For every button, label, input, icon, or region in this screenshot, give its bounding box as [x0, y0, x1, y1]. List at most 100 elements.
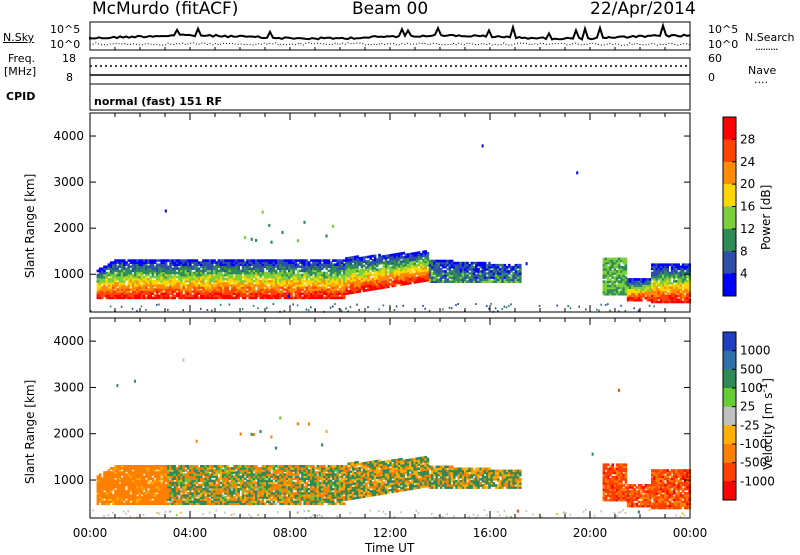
scatter-cell [383, 304, 385, 306]
scatter-cell [495, 307, 497, 309]
scatter-cell [297, 239, 299, 242]
scatter-cell [598, 310, 600, 312]
scatter-cell [396, 305, 398, 307]
scatter-cell [178, 499, 180, 502]
scatter-cell [255, 239, 257, 242]
nsearch-line [90, 43, 690, 45]
scatter-cell [165, 511, 167, 513]
scatter-cell [141, 305, 143, 307]
scatter-cell [625, 258, 628, 261]
scatter-cell [257, 307, 259, 309]
scatter-cell [215, 509, 217, 511]
scatter-cell [350, 306, 352, 308]
scatter-cell [242, 308, 244, 310]
scatter-cell [449, 307, 451, 309]
scatter-cell [490, 303, 492, 305]
scatter-cell [231, 514, 233, 516]
scatter-cell [207, 309, 209, 311]
y-tick-label: 2000 [53, 221, 84, 235]
scatter-cell [429, 310, 431, 312]
scatter-cell [306, 308, 308, 310]
scatter-cell [367, 306, 369, 308]
scatter-cell [442, 308, 444, 310]
scatter-cell [596, 309, 598, 311]
scatter-cell [112, 512, 114, 514]
scatter-cell [330, 307, 332, 309]
scatter-cell [220, 304, 222, 306]
scatter-cell [356, 304, 358, 306]
scatter-cell [633, 307, 635, 309]
cpid-panel-frame [90, 84, 690, 110]
scatter-cell [132, 308, 134, 310]
scatter-cell [394, 309, 396, 311]
scatter-cell [134, 380, 136, 383]
scatter-cell [325, 235, 327, 238]
scatter-cell [125, 513, 127, 515]
scatter-cell [103, 515, 105, 517]
scatter-cell [266, 307, 268, 309]
scatter-cell [196, 440, 198, 443]
scatter-cell [607, 303, 609, 305]
scatter-cell [156, 304, 158, 306]
scatter-cell [211, 309, 213, 311]
scatter-cell [332, 306, 334, 308]
scatter-cell [108, 514, 110, 516]
scatter-cell [202, 513, 204, 515]
scatter-cell [268, 224, 270, 227]
scatter-cell [427, 252, 430, 255]
scatter-cell [332, 225, 334, 228]
scatter-cell [116, 384, 118, 387]
scatter-cell [600, 304, 602, 306]
scatter-cell [358, 309, 360, 311]
scatter-cell [253, 305, 255, 307]
scatter-cell [303, 221, 305, 224]
scatter-cell [609, 310, 611, 312]
scatter-cell [224, 512, 226, 514]
scatter-cell [457, 303, 459, 305]
scatter-cell [649, 305, 651, 307]
scatter-cell [121, 306, 123, 308]
scatter-cell [110, 306, 112, 308]
scatter-cell [539, 305, 541, 307]
scatter-cell [455, 304, 457, 306]
scatter-cell [519, 264, 522, 267]
scatter-cell [345, 308, 347, 310]
scatter-cell [374, 255, 377, 258]
scatter-cell [526, 262, 528, 265]
scatter-cell [310, 306, 312, 308]
scatter-cell [570, 307, 572, 309]
scatter-cell [158, 304, 160, 306]
scatter-cell [158, 513, 160, 515]
scatter-cell [182, 359, 184, 362]
scatter-cell [334, 303, 336, 305]
scatter-cell [143, 514, 145, 516]
scatter-cell [251, 238, 253, 241]
scatter-cell [308, 309, 310, 311]
scatter-cell [288, 295, 290, 298]
scatter-cell [99, 473, 102, 476]
scatter-cell [482, 144, 484, 147]
scatter-cell [620, 305, 622, 307]
scatter-cell [92, 509, 94, 511]
scatter-cell [281, 231, 283, 234]
scatter-cell [605, 304, 607, 306]
scatter-cell [156, 512, 158, 514]
scatter-cell [341, 310, 343, 312]
scatter-cell [244, 236, 246, 239]
scatter-cell [248, 514, 250, 516]
scatter-cell [475, 303, 477, 305]
scatter-cell [556, 305, 558, 307]
scatter-cell [451, 307, 453, 309]
scatter-cell [167, 309, 169, 311]
freq-panel-frame [90, 58, 690, 84]
scatter-cell [378, 308, 380, 310]
scatter-cell [270, 241, 272, 244]
scatter-cell [422, 305, 424, 307]
scatter-cell [229, 304, 231, 306]
scatter-cell [240, 433, 242, 436]
scatter-cell [209, 512, 211, 514]
scatter-cell [506, 306, 508, 308]
scatter-cell [638, 310, 640, 312]
